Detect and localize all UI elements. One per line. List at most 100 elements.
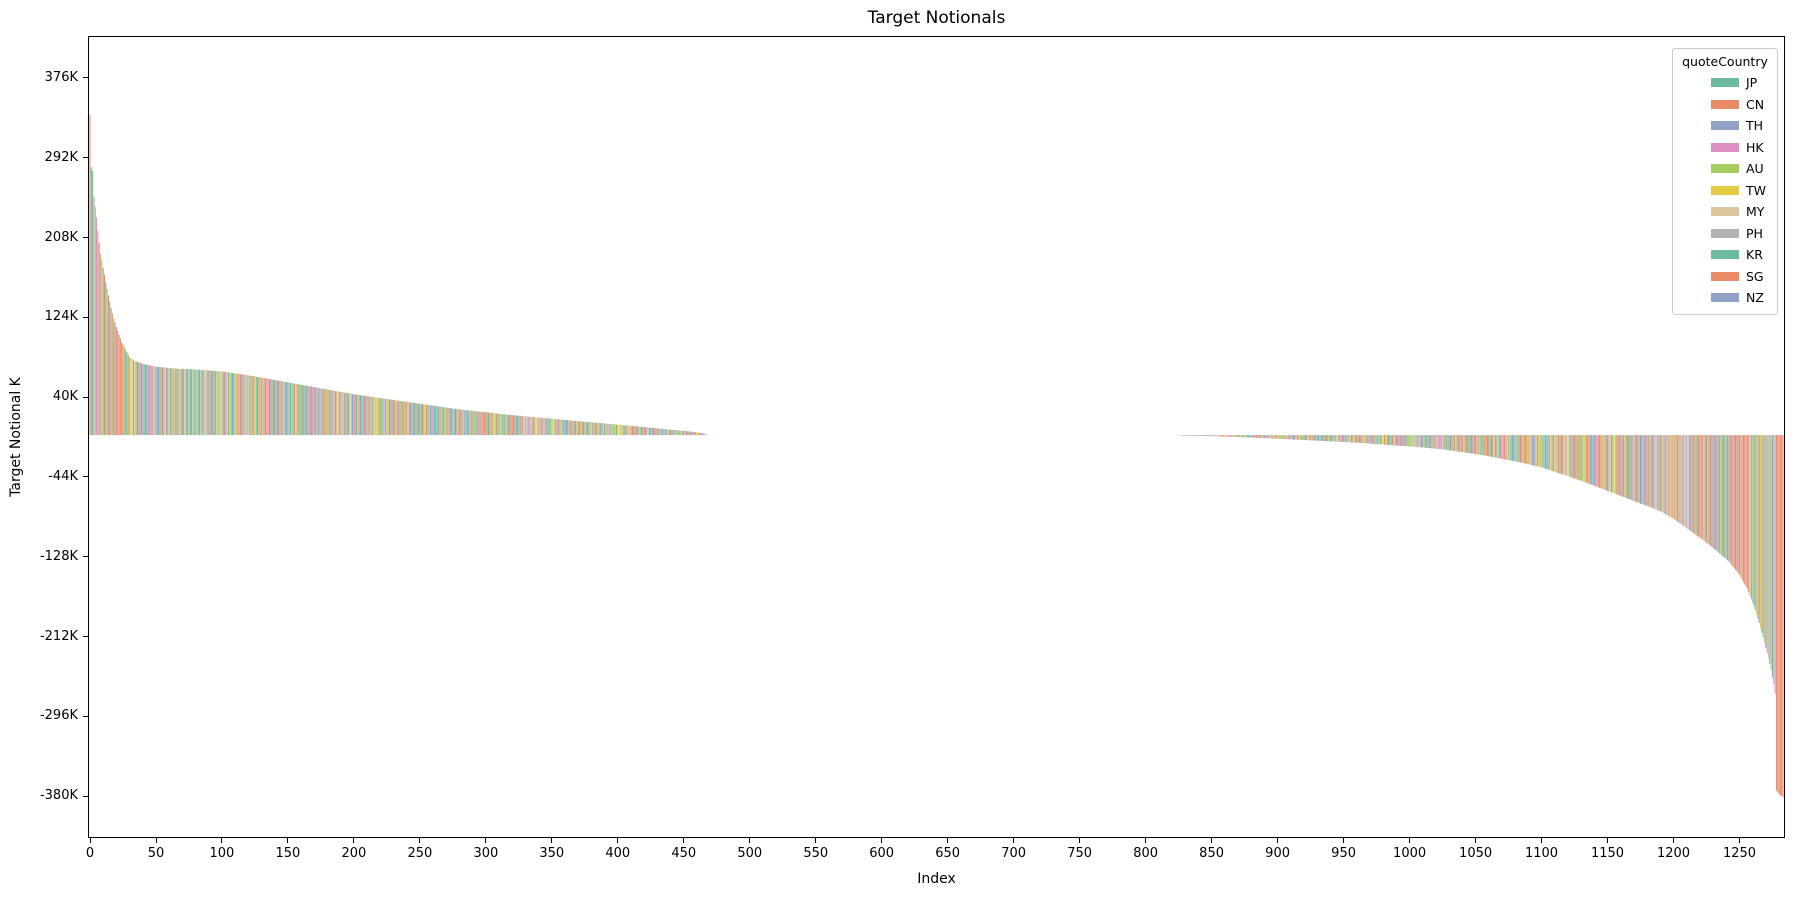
bar-au — [534, 417, 536, 436]
bar-jp — [1617, 435, 1619, 495]
bar-tw — [505, 414, 507, 436]
bar-th — [1682, 435, 1684, 526]
bar-au — [1244, 435, 1246, 438]
bar-ph — [1337, 435, 1339, 442]
bar-tw — [184, 369, 186, 436]
bar-my — [1566, 435, 1568, 476]
bar-my — [179, 368, 181, 436]
bar-au — [395, 400, 397, 436]
legend-swatch-icon — [1711, 78, 1739, 88]
bar-cn — [460, 409, 462, 436]
bar-tw — [1669, 435, 1671, 517]
x-tick-mark — [881, 838, 883, 843]
bar-jp — [270, 379, 272, 436]
bar-au — [1432, 435, 1434, 449]
legend-title: quoteCountry — [1682, 54, 1768, 69]
bar-au — [400, 401, 402, 436]
bar-au — [1482, 435, 1484, 456]
bar-hk — [1604, 435, 1606, 490]
bar-sg — [1721, 435, 1723, 556]
bar-cn — [1203, 435, 1205, 437]
bar-au — [447, 407, 449, 436]
x-tick-mark — [1673, 838, 1674, 843]
bar-kr — [1589, 435, 1591, 485]
bar-tw — [1529, 435, 1531, 465]
bar-sg — [652, 427, 654, 436]
bar-hk — [341, 392, 343, 436]
bar-cn — [511, 415, 513, 436]
bar-jp — [1282, 435, 1284, 440]
bar-cn — [1372, 435, 1374, 444]
bar-th — [1727, 435, 1729, 561]
bar-th — [308, 386, 310, 436]
bar-jp — [650, 427, 652, 436]
bar-au — [1649, 435, 1651, 508]
bar-ph — [101, 259, 103, 436]
bar-ph — [1286, 435, 1288, 440]
bar-cn — [579, 421, 581, 436]
bar-th — [648, 427, 651, 436]
bar-cn — [630, 425, 632, 436]
bar-cn — [1588, 435, 1590, 484]
bar-my — [647, 427, 649, 436]
bar-kr — [189, 369, 191, 436]
bar-ph — [1702, 435, 1704, 540]
bar-jp — [555, 419, 557, 436]
bar-ph — [1414, 435, 1416, 447]
x-tick-mark — [1079, 838, 1081, 843]
bar-hk — [1713, 435, 1715, 550]
bar-th — [1472, 435, 1474, 454]
bar-hk — [93, 196, 95, 436]
bar-tw — [1261, 435, 1263, 439]
bar-sg — [1386, 435, 1388, 445]
bar-kr — [1488, 435, 1490, 457]
bar-sg — [1777, 435, 1779, 793]
bar-th — [109, 301, 111, 436]
bar-jp — [1390, 435, 1392, 446]
bar-jp — [1195, 435, 1197, 436]
bar-sg — [242, 374, 244, 436]
bar-au — [1407, 435, 1409, 447]
bar-au — [474, 411, 476, 436]
bar-tw — [1563, 435, 1565, 475]
bar-tw — [220, 371, 222, 436]
bar-kr — [547, 418, 549, 436]
bar-au — [571, 420, 573, 436]
bar-jp — [498, 413, 500, 436]
bar-jp — [143, 364, 145, 436]
bar-ph — [333, 390, 335, 436]
x-tick-mark — [221, 838, 223, 843]
bar-th — [1420, 435, 1422, 448]
bar-cn — [1521, 435, 1523, 463]
bar-my — [1436, 435, 1438, 449]
bar-sg — [406, 401, 408, 436]
bar-my — [337, 391, 339, 436]
bar-cn — [634, 426, 636, 436]
bar-jp — [419, 403, 421, 436]
bar-ph — [1368, 435, 1370, 444]
bar-kr — [303, 385, 305, 436]
bar-sg — [180, 368, 182, 436]
bar-au — [1302, 435, 1304, 440]
bar-cn — [239, 374, 241, 436]
bar-my — [1225, 435, 1227, 437]
y-tick-mark — [83, 636, 88, 637]
bar-sg — [1525, 435, 1527, 464]
bar-tw — [1541, 435, 1543, 468]
bar-tw — [130, 358, 132, 436]
bar-sg — [485, 412, 487, 436]
bar-sg — [1779, 435, 1781, 796]
bar-cn — [110, 307, 112, 436]
bar-cn — [378, 397, 380, 436]
bar-my — [1478, 435, 1481, 455]
bar-sg — [358, 395, 360, 436]
bar-cn — [1616, 435, 1618, 495]
bar-ph — [452, 408, 454, 436]
bar-cn — [569, 420, 571, 436]
bar-cn — [1258, 435, 1260, 438]
bar-sg — [411, 402, 413, 436]
bar-tw — [1624, 435, 1626, 498]
legend-item-th: TH — [1673, 115, 1777, 137]
bar-nz — [1306, 435, 1308, 441]
